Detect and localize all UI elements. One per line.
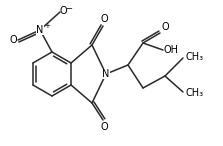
- Text: +: +: [44, 23, 50, 29]
- Text: O: O: [100, 14, 108, 24]
- Text: N: N: [102, 69, 110, 79]
- Text: O: O: [161, 22, 169, 32]
- Text: CH₃: CH₃: [185, 52, 203, 62]
- Text: −: −: [65, 5, 72, 13]
- Text: N: N: [36, 25, 44, 35]
- Text: O: O: [9, 35, 17, 45]
- Text: O: O: [100, 122, 108, 132]
- Text: O: O: [60, 6, 68, 16]
- Text: CH₃: CH₃: [185, 88, 203, 98]
- Text: OH: OH: [164, 45, 179, 55]
- Text: N: N: [102, 69, 110, 79]
